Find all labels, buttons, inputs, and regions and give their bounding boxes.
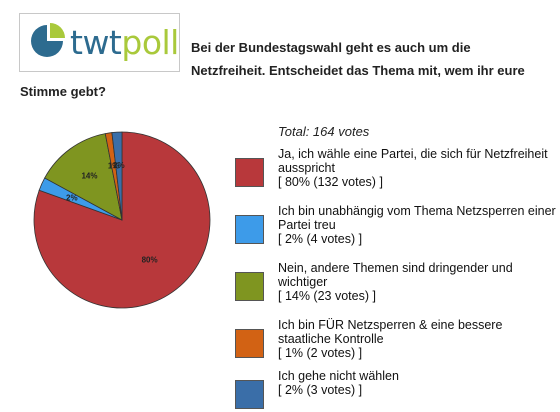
legend-label: Nein, andere Themen sind dringender und … <box>278 261 558 303</box>
legend-option-text: Ich bin unabhängig vom Thema Netzsperren… <box>278 204 556 232</box>
pie-logo-icon <box>31 23 65 57</box>
legend-stats: [ 14% (23 votes) ] <box>278 289 376 303</box>
pie-slice-3 <box>44 133 123 221</box>
pie-slice-label-2: 2% <box>66 194 78 203</box>
legend-swatch <box>235 215 264 244</box>
pie-slice-label-4: 1% <box>108 162 120 171</box>
poll-question-line-3: Stimme gebt? <box>20 84 106 99</box>
logo-wordmark-poll: poll <box>121 23 179 62</box>
poll-question: Bei der Bundestagswahl geht es auch um d… <box>191 36 556 82</box>
legend-option-text: Ich bin FÜR Netzsperren & eine bessere s… <box>278 318 503 346</box>
pie-slice-5 <box>111 131 123 221</box>
legend-option-text: Nein, andere Themen sind dringender und … <box>278 261 513 289</box>
legend-option-text: Ja, ich wähle eine Partei, die sich für … <box>278 147 548 175</box>
total-votes: Total: 164 votes <box>278 124 370 139</box>
legend-label: Ich bin unabhängig vom Thema Netzsperren… <box>278 204 558 246</box>
poll-question-line-2: Netzfreiheit. Entscheidet das Thema mit,… <box>191 63 525 78</box>
legend-stats: [ 2% (4 votes) ] <box>278 232 363 246</box>
legend-swatch <box>235 329 264 358</box>
legend-stats: [ 80% (132 votes) ] <box>278 175 383 189</box>
pie-chart: 80%2%14%1%2% <box>33 131 211 309</box>
legend-option-text: Ich gehe nicht wählen <box>278 369 399 383</box>
legend-label: Ja, ich wähle eine Partei, die sich für … <box>278 147 558 189</box>
legend-label: Ich gehe nicht wählen[ 2% (3 votes) ] <box>278 369 558 397</box>
legend-swatch <box>235 158 264 187</box>
poll-question-line-1: Bei der Bundestagswahl geht es auch um d… <box>191 40 471 55</box>
legend-swatch <box>235 272 264 301</box>
pie-slice-1 <box>33 131 211 309</box>
twtpoll-logo: twtpoll <box>19 13 180 72</box>
logo-wordmark-twt: twt <box>70 23 122 62</box>
legend-label: Ich bin FÜR Netzsperren & eine bessere s… <box>278 318 558 360</box>
legend-stats: [ 1% (2 votes) ] <box>278 346 363 360</box>
pie-slice-label-3: 14% <box>81 172 97 181</box>
pie-slice-label-1: 80% <box>142 255 158 264</box>
pie-slice-label-5: 2% <box>113 161 125 170</box>
legend-stats: [ 2% (3 votes) ] <box>278 383 363 397</box>
legend-swatch <box>235 380 264 409</box>
logo-wordmark: twtpoll <box>70 23 179 62</box>
